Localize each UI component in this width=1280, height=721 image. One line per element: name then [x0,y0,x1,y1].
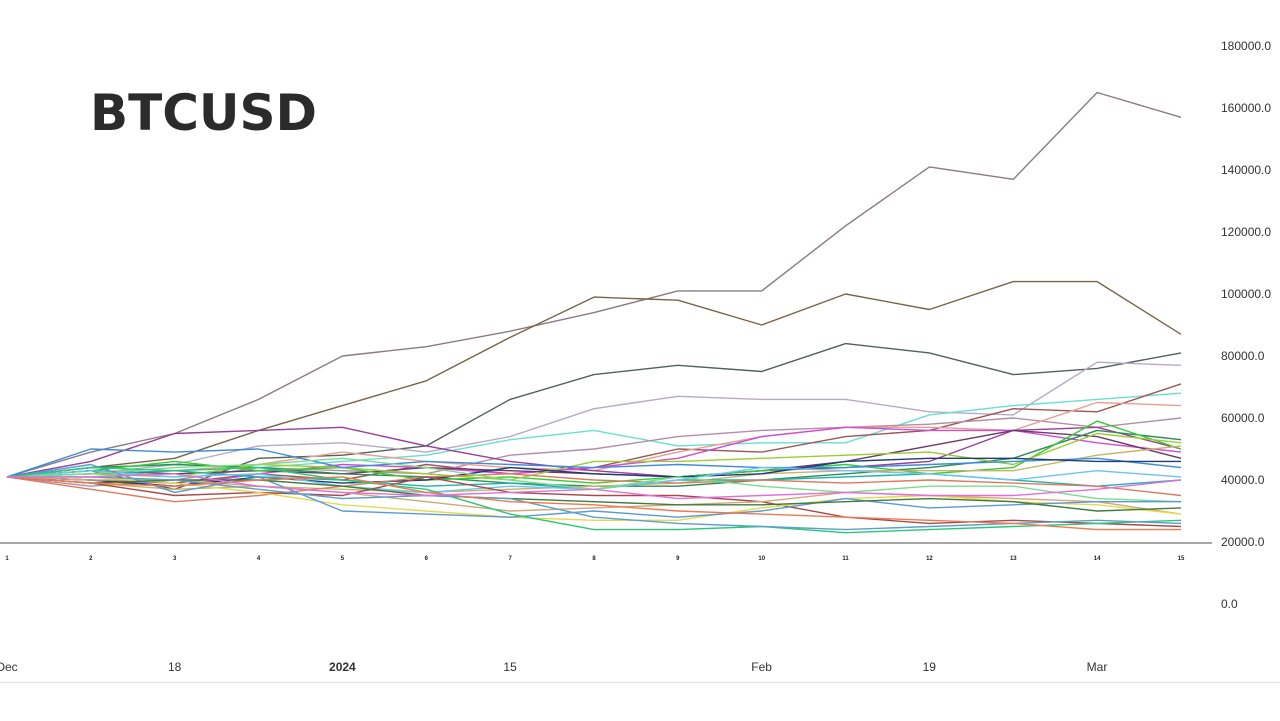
step-tick-label: 1 [5,556,9,562]
step-tick-label: 12 [926,556,933,562]
y-tick-label: 0.0 [1221,597,1238,611]
x-axis-dates: Dec 18 2024 15 Feb 19 Mar [0,660,1107,674]
step-tick-label: 3 [173,556,177,562]
series-layer [6,91,1182,534]
step-tick-label: 9 [676,556,680,562]
y-tick-label: 40000.0 [1221,473,1265,487]
y-tick-label: 80000.0 [1221,349,1265,363]
series-line-22 [6,476,1182,528]
date-tick-label: Dec [0,660,18,674]
y-tick-label: 180000.0 [1221,39,1271,53]
date-tick-label: Feb [751,660,772,674]
series-line-30 [7,473,1182,500]
y-tick-label: 60000.0 [1221,411,1265,425]
date-tick-label: Mar [1087,660,1108,674]
series-line-15 [6,445,1182,494]
series-line-28 [7,476,1182,531]
step-tick-label: 8 [592,556,596,562]
series-line-9 [6,426,1182,478]
series-line-1 [6,91,1182,478]
series-line-25 [6,463,1181,518]
step-tick-label: 2 [89,556,93,562]
y-axis: 180000.0 160000.0 140000.0 120000.0 100000.0… [1221,39,1271,611]
chart-title: BTCUSD [90,84,318,142]
step-tick-label: 13 [1010,556,1017,562]
series-line-8 [7,401,1182,478]
date-tick-label: 2024 [329,660,356,674]
series-line-27 [6,466,1182,534]
y-tick-label: 120000.0 [1221,225,1271,239]
series-line-3 [6,342,1182,490]
step-tick-label: 7 [508,556,512,562]
series-line-26 [6,476,1182,512]
series-line-16 [6,448,1182,478]
series-line-4 [6,361,1182,478]
step-tick-label: 14 [1094,556,1101,562]
series-line-24 [7,476,1182,521]
step-tick-layer: 1 2 3 4 5 6 7 8 9 10 11 12 13 14 15 [5,556,1185,562]
date-tick-label: 15 [503,660,517,674]
series-line-10 [6,426,1182,487]
y-tick-label: 100000.0 [1221,287,1271,301]
series-line-2 [6,280,1182,478]
date-tick-label: 19 [923,660,937,674]
series-line-13 [6,420,1182,484]
bottom-divider [0,682,1280,683]
step-tick-label: 15 [1178,556,1185,562]
y-tick-label: 20000.0 [1221,535,1265,549]
step-tick-label: 11 [842,556,849,562]
y-tick-label: 160000.0 [1221,101,1271,115]
date-tick-label: 18 [168,660,182,674]
step-tick-label: 4 [257,556,261,562]
step-tick-label: 5 [341,556,345,562]
y-tick-label: 140000.0 [1221,163,1271,177]
step-tick-label: 6 [425,556,429,562]
series-line-19 [6,473,1182,503]
series-line-23 [6,476,1182,515]
series-line-29 [6,476,1181,531]
step-tick-label: 10 [758,556,765,562]
